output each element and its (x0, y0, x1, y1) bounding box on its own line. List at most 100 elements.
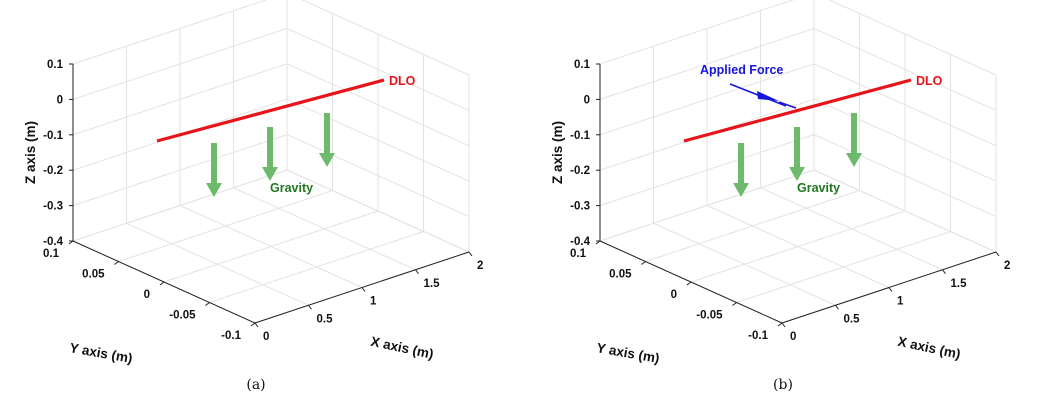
x-tick-label: 0 (790, 331, 796, 343)
gravity-label: Gravity (797, 181, 840, 195)
z-tick-label: 0.1 (47, 59, 64, 71)
y-tick (159, 281, 165, 286)
z-tick-label: -0.4 (570, 236, 590, 248)
y-tick (641, 261, 646, 265)
grid-line (286, 63, 470, 147)
gravity-arrow-shaft (211, 143, 217, 183)
grid-line (286, 98, 470, 182)
y-tick-label: 0.05 (82, 269, 105, 281)
y-axis-title: Y axis (m) (68, 340, 133, 366)
grid-line (301, 0, 470, 76)
gravity-arrow-shaft (267, 127, 273, 167)
x-tick-label: 0 (263, 331, 269, 343)
grid-line (690, 210, 906, 283)
y-axis-title: Y axis (m) (595, 340, 660, 366)
force-line-tip (778, 101, 797, 109)
z-tick-label: -0.4 (43, 236, 63, 248)
y-tick-label: 0 (144, 289, 150, 301)
x-tick (942, 269, 946, 275)
z-tick-label: 0 (57, 94, 63, 106)
gravity-arrow-shaft (794, 127, 800, 167)
y-tick (777, 322, 783, 327)
grid-line (599, 63, 815, 136)
dlo-line (683, 78, 912, 143)
z-tick-label: -0.2 (570, 165, 590, 177)
y-tick (114, 261, 119, 265)
grid-line (286, 27, 470, 111)
x-tick (888, 287, 893, 292)
force-arrow-head (757, 91, 779, 101)
x-tick (468, 251, 473, 257)
grid-line (72, 0, 268, 65)
grid-line (599, 27, 815, 100)
gravity-arrows (733, 113, 862, 197)
gravity-arrows (206, 113, 335, 197)
grid (599, 0, 997, 324)
force-label: Applied Force (700, 63, 783, 77)
grid-line (72, 27, 288, 100)
y-tick-label: -0.05 (696, 310, 723, 322)
z-axis-title: Z axis (m) (550, 121, 565, 184)
caption: (b) (773, 377, 793, 393)
chart-panel-b: 00.511.52-0.1-0.0500.050.1-0.4-0.3-0.2-0… (550, 0, 1010, 393)
y-tick (732, 302, 737, 306)
dlo-line (156, 78, 385, 143)
x-tick-label: 1.5 (424, 278, 441, 290)
x-tick (415, 269, 419, 275)
y-tick (250, 322, 256, 327)
gravity-arrow-shaft (324, 113, 330, 153)
z-tick-label: -0.1 (43, 130, 63, 142)
grid-line (736, 231, 951, 303)
grid-line (813, 63, 997, 147)
z-tick-label: -0.1 (570, 130, 590, 142)
z-tick-label: -0.2 (43, 165, 63, 177)
y-tick-label: 0.05 (609, 269, 632, 281)
grid-line (599, 134, 815, 207)
x-tick-label: 1 (897, 296, 904, 308)
chart-panel-a: 00.511.52-0.1-0.0500.050.1-0.4-0.3-0.2-0… (23, 0, 483, 393)
grid-line (209, 231, 424, 303)
x-tick-label: 1 (370, 296, 377, 308)
caption: (a) (246, 377, 265, 393)
grid-line (828, 0, 997, 76)
z-tick-label: 0.1 (574, 59, 591, 71)
z-tick-label: -0.3 (43, 201, 63, 213)
x-tick (361, 287, 366, 292)
x-tick-label: 1.5 (951, 278, 968, 290)
y-tick-label: 0.1 (570, 248, 587, 260)
gravity-arrow-head (733, 183, 749, 197)
gravity-arrow-shaft (851, 113, 857, 153)
z-tick-label: -0.3 (570, 201, 590, 213)
y-tick-label: -0.1 (748, 330, 768, 342)
y-tick-label: -0.05 (169, 310, 196, 322)
dlo-label: DLO (916, 74, 943, 88)
x-tick-label: 0.5 (844, 313, 861, 325)
gravity-arrow-head (319, 153, 335, 167)
y-tick (686, 281, 692, 286)
grid-line (645, 190, 860, 262)
dlo-label: DLO (389, 74, 416, 88)
y-tick-label: -0.1 (221, 330, 241, 342)
z-tick-label: 0 (584, 94, 590, 106)
gravity-arrow-head (789, 167, 805, 181)
grid-line (813, 169, 997, 253)
grid-line (163, 210, 379, 283)
x-tick-label: 2 (1004, 260, 1010, 272)
x-tick (995, 251, 1000, 257)
gravity-arrow-head (846, 153, 862, 167)
y-tick-label: 0 (671, 289, 677, 301)
x-tick (781, 322, 786, 328)
x-tick-label: 2 (477, 260, 483, 272)
x-tick-label: 0.5 (317, 313, 334, 325)
x-tick (308, 304, 312, 310)
gravity-label: Gravity (270, 181, 313, 195)
x-tick (254, 322, 259, 328)
z-axis-title: Z axis (m) (23, 121, 38, 184)
y-tick-label: 0.1 (43, 248, 60, 260)
grid-line (813, 134, 997, 218)
x-tick (835, 304, 839, 310)
grid-line (286, 169, 470, 253)
gravity-arrow-head (262, 167, 278, 181)
grid-line (286, 134, 470, 218)
